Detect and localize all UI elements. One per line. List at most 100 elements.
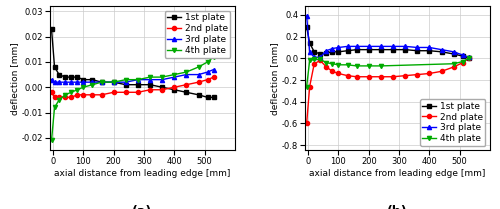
2nd plate bbox=[110, 91, 116, 94]
3rd plate bbox=[172, 76, 177, 78]
3rd plate bbox=[68, 81, 74, 83]
4th plate bbox=[378, 65, 384, 67]
1st plate bbox=[48, 28, 54, 30]
3rd plate bbox=[204, 71, 210, 73]
1st plate bbox=[196, 94, 202, 96]
Y-axis label: deflection [mm]: deflection [mm] bbox=[10, 42, 19, 115]
4th plate bbox=[344, 64, 350, 66]
3rd plate bbox=[62, 81, 68, 83]
4th plate bbox=[324, 61, 330, 64]
2nd plate bbox=[62, 96, 68, 99]
1st plate bbox=[336, 51, 342, 53]
2nd plate bbox=[304, 122, 310, 125]
Line: 3rd plate: 3rd plate bbox=[304, 14, 471, 59]
3rd plate bbox=[330, 47, 336, 50]
4th plate bbox=[74, 88, 80, 91]
2nd plate bbox=[135, 91, 141, 94]
2nd plate bbox=[147, 88, 153, 91]
2nd plate bbox=[80, 94, 86, 96]
3rd plate bbox=[147, 78, 153, 81]
2nd plate bbox=[56, 96, 62, 99]
1st plate bbox=[438, 51, 444, 53]
4th plate bbox=[48, 139, 54, 142]
1st plate bbox=[68, 76, 74, 78]
3rd plate bbox=[52, 81, 58, 83]
3rd plate bbox=[196, 73, 202, 76]
3rd plate bbox=[354, 45, 360, 48]
3rd plate bbox=[159, 78, 165, 81]
2nd plate bbox=[74, 94, 80, 96]
3rd plate bbox=[460, 54, 466, 56]
Line: 2nd plate: 2nd plate bbox=[50, 75, 215, 99]
4th plate bbox=[210, 56, 216, 58]
1st plate bbox=[330, 51, 336, 53]
3rd plate bbox=[184, 73, 190, 76]
2nd plate bbox=[354, 75, 360, 78]
3rd plate bbox=[48, 78, 54, 81]
2nd plate bbox=[460, 61, 466, 64]
2nd plate bbox=[306, 85, 312, 88]
4th plate bbox=[159, 76, 165, 78]
4th plate bbox=[306, 59, 312, 62]
4th plate bbox=[172, 73, 177, 76]
1st plate bbox=[366, 48, 372, 51]
2nd plate bbox=[344, 74, 350, 77]
2nd plate bbox=[210, 76, 216, 78]
3rd plate bbox=[318, 56, 324, 59]
4th plate bbox=[450, 62, 456, 65]
1st plate bbox=[56, 73, 62, 76]
2nd plate bbox=[426, 72, 432, 75]
1st plate bbox=[210, 96, 216, 99]
2nd plate bbox=[336, 72, 342, 75]
1st plate bbox=[460, 55, 466, 57]
4th plate bbox=[366, 65, 372, 67]
1st plate bbox=[324, 52, 330, 54]
2nd plate bbox=[402, 74, 408, 77]
2nd plate bbox=[48, 91, 54, 94]
4th plate bbox=[311, 58, 317, 61]
2nd plate bbox=[196, 81, 202, 83]
1st plate bbox=[123, 83, 129, 86]
1st plate bbox=[466, 57, 472, 60]
1st plate bbox=[98, 81, 104, 83]
Line: 4th plate: 4th plate bbox=[50, 55, 215, 143]
2nd plate bbox=[184, 83, 190, 86]
4th plate bbox=[196, 66, 202, 68]
1st plate bbox=[378, 48, 384, 51]
4th plate bbox=[318, 58, 324, 61]
1st plate bbox=[90, 78, 96, 81]
4th plate bbox=[147, 76, 153, 78]
3rd plate bbox=[344, 45, 350, 48]
Line: 1st plate: 1st plate bbox=[304, 25, 471, 60]
1st plate bbox=[147, 83, 153, 86]
1st plate bbox=[62, 76, 68, 78]
Line: 4th plate: 4th plate bbox=[304, 56, 471, 89]
3rd plate bbox=[90, 81, 96, 83]
2nd plate bbox=[414, 73, 420, 76]
4th plate bbox=[52, 106, 58, 109]
3rd plate bbox=[378, 45, 384, 48]
2nd plate bbox=[123, 91, 129, 94]
4th plate bbox=[184, 71, 190, 73]
1st plate bbox=[450, 53, 456, 55]
1st plate bbox=[135, 83, 141, 86]
2nd plate bbox=[90, 94, 96, 96]
3rd plate bbox=[80, 81, 86, 83]
X-axis label: axial distance from leading edge [mm]: axial distance from leading edge [mm] bbox=[310, 169, 486, 178]
Y-axis label: deflection [mm]: deflection [mm] bbox=[270, 42, 279, 115]
Line: 1st plate: 1st plate bbox=[50, 27, 215, 99]
2nd plate bbox=[68, 96, 74, 99]
3rd plate bbox=[390, 45, 396, 48]
1st plate bbox=[402, 48, 408, 51]
2nd plate bbox=[366, 75, 372, 78]
Line: 3rd plate: 3rd plate bbox=[50, 68, 215, 84]
2nd plate bbox=[98, 94, 104, 96]
3rd plate bbox=[56, 81, 62, 83]
2nd plate bbox=[466, 57, 472, 60]
2nd plate bbox=[390, 75, 396, 78]
1st plate bbox=[311, 51, 317, 53]
3rd plate bbox=[123, 81, 129, 83]
1st plate bbox=[414, 50, 420, 52]
2nd plate bbox=[324, 66, 330, 68]
4th plate bbox=[98, 81, 104, 83]
